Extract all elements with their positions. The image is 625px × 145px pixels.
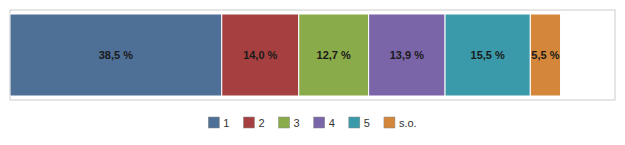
legend-swatch [279,117,290,128]
legend-label: s.o. [399,117,417,129]
legend-swatch [349,117,360,128]
legend-label: 4 [329,117,335,129]
bar-segment [222,14,299,96]
legend-item: 4 [314,117,335,129]
bar-segment [445,14,530,96]
data-label: 15,5 % [471,49,505,61]
legend-swatch [243,117,254,128]
legend-item: 3 [279,117,300,129]
legend-item: 1 [208,117,229,129]
legend-label: 5 [364,117,370,129]
data-label: 14,0 % [243,49,277,61]
legend-label: 3 [294,117,300,129]
legend-item: s.o. [384,117,417,129]
legend-item: 2 [243,117,264,129]
legend-label: 2 [258,117,264,129]
bar-segment [10,14,222,96]
legend-swatch [314,117,325,128]
data-label: 38,5 % [99,49,133,61]
data-label: 13,9 % [390,49,424,61]
bar-segment [369,14,445,96]
legend-item: 5 [349,117,370,129]
plot-frame [10,10,615,100]
data-labels: 38,5 % 14,0 % 12,7 % 13,9 % 15,5 % 5,5 % [99,49,560,61]
bars [10,14,561,96]
legend-swatch [208,117,219,128]
legend-label: 1 [223,117,229,129]
chart: 38,5 % 14,0 % 12,7 % 13,9 % 15,5 % 5,5 % 1 2 3 4 5… [0,0,625,145]
bar-segment [530,14,560,96]
data-label: 5,5 % [531,49,559,61]
data-label: 12,7 % [317,49,351,61]
bar-segment [299,14,369,96]
legend: 1 2 3 4 5 s.o. [208,117,416,129]
legend-swatch [384,117,395,128]
